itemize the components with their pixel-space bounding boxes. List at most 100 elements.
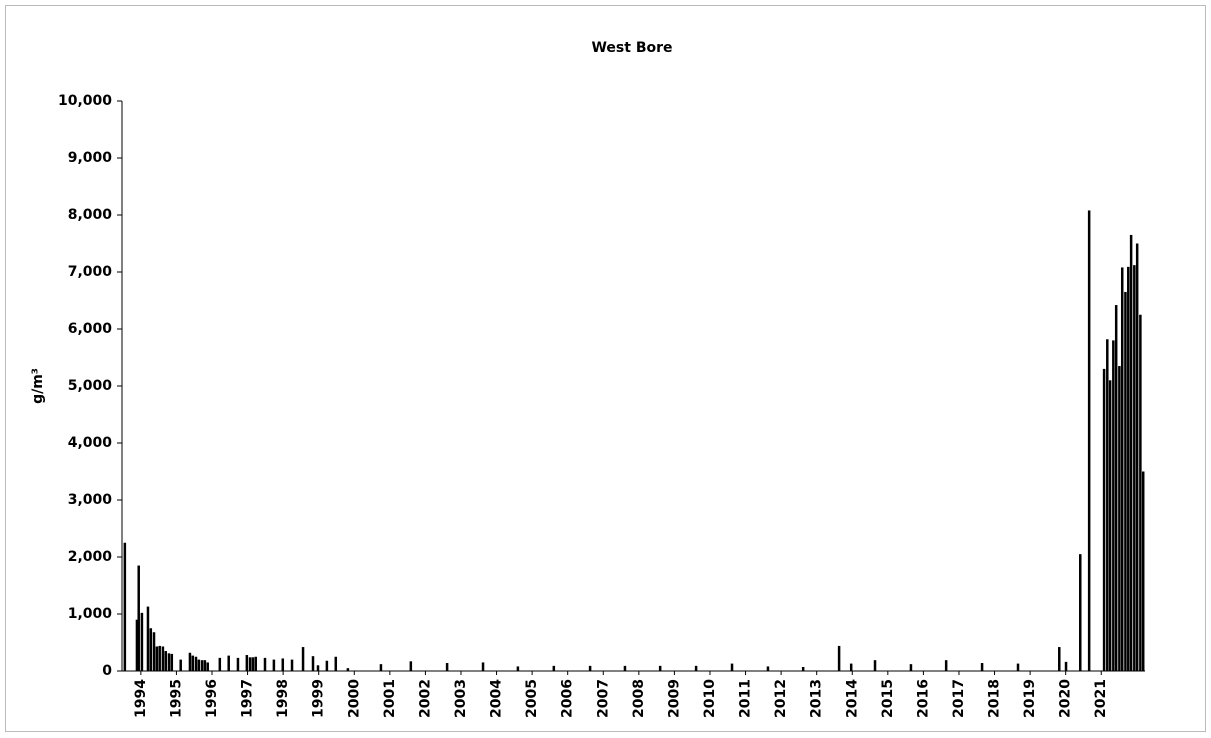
y-tick-label: 9,000 xyxy=(68,150,113,166)
x-tick-label: 2006 xyxy=(560,679,576,718)
x-tick-label: 2013 xyxy=(809,679,825,718)
x-tick-label: 2011 xyxy=(738,679,754,718)
x-tick-label: 2009 xyxy=(666,679,682,718)
chart-frame xyxy=(5,5,1206,732)
bar xyxy=(849,663,853,671)
x-tick-label: 1996 xyxy=(204,679,220,718)
bar xyxy=(1106,339,1109,671)
x-tick-label: 2001 xyxy=(382,679,398,718)
x-tick-label: 1999 xyxy=(311,679,327,718)
y-tick-label: 7,000 xyxy=(68,264,113,280)
x-tick-label: 2012 xyxy=(773,679,789,718)
bar xyxy=(188,652,192,671)
x-tick-label: 2010 xyxy=(702,679,718,718)
bar xyxy=(1102,368,1106,671)
bar xyxy=(206,662,209,671)
bar xyxy=(1087,210,1091,671)
bar xyxy=(1079,554,1082,671)
x-tick-label: 2017 xyxy=(951,679,967,718)
bar xyxy=(801,667,805,671)
x-tick-label: 2003 xyxy=(453,679,469,718)
bar xyxy=(158,645,161,671)
x-tick-label: 2015 xyxy=(880,679,896,718)
x-tick-label: 1998 xyxy=(275,679,291,718)
bar xyxy=(837,645,841,671)
bar xyxy=(1127,266,1130,671)
y-tick-label: 3,000 xyxy=(68,492,113,508)
bar xyxy=(191,655,195,671)
bar xyxy=(152,632,156,671)
bar xyxy=(227,655,230,671)
bar xyxy=(334,656,338,671)
bar xyxy=(944,660,948,671)
y-tick-label: 6,000 xyxy=(68,321,113,337)
bar xyxy=(140,612,144,671)
bar xyxy=(135,619,139,671)
bar xyxy=(1112,340,1115,671)
x-tick-label: 1997 xyxy=(240,679,256,718)
bar xyxy=(1135,243,1139,671)
bar xyxy=(316,665,320,671)
bar xyxy=(311,656,315,671)
bar xyxy=(203,660,207,671)
chart-title: West Bore xyxy=(591,40,672,56)
x-tick-label: 2018 xyxy=(987,679,1003,718)
x-tick-label: 1995 xyxy=(168,679,184,718)
y-tick-label: 0 xyxy=(102,663,112,679)
bar xyxy=(263,657,267,671)
y-tick-label: 10,000 xyxy=(58,93,112,109)
bar xyxy=(980,663,984,671)
bar xyxy=(730,663,734,671)
bar xyxy=(251,657,255,671)
x-tick-label: 2020 xyxy=(1058,679,1074,718)
bar xyxy=(409,661,413,671)
bar xyxy=(164,651,168,671)
bar xyxy=(909,664,913,671)
x-tick-label: 2016 xyxy=(915,679,931,718)
bar xyxy=(170,653,174,671)
x-tick-label: 2021 xyxy=(1093,679,1109,718)
x-tick-label: 2005 xyxy=(524,679,540,718)
bar xyxy=(1129,234,1133,671)
bar xyxy=(1016,663,1020,671)
bar xyxy=(1114,305,1118,671)
bar xyxy=(149,628,153,671)
bar xyxy=(281,658,285,671)
bar xyxy=(552,665,556,671)
bar xyxy=(161,646,165,671)
bar xyxy=(694,665,698,671)
bar xyxy=(1139,314,1142,671)
bar xyxy=(873,660,877,671)
bar xyxy=(588,665,592,671)
bar xyxy=(1058,647,1061,671)
bar xyxy=(1118,366,1121,671)
bar xyxy=(1133,265,1136,671)
bar xyxy=(1141,471,1145,671)
bar xyxy=(623,665,627,671)
x-tick-label: 2008 xyxy=(631,679,647,718)
bar xyxy=(1120,267,1124,671)
bar xyxy=(516,666,520,671)
bar xyxy=(137,565,140,671)
bar xyxy=(218,657,222,671)
bar xyxy=(290,659,294,671)
x-tick-label: 2007 xyxy=(595,679,611,718)
bar xyxy=(254,656,257,671)
x-tick-label: 2014 xyxy=(844,679,860,718)
bar xyxy=(1108,380,1112,671)
x-tick-label: 2002 xyxy=(417,679,433,718)
bar xyxy=(658,665,662,671)
bar xyxy=(1064,661,1068,671)
x-tick-label: 2019 xyxy=(1022,679,1038,718)
y-tick-label: 5,000 xyxy=(68,378,113,394)
y-axis-label: g/m³ xyxy=(30,368,46,404)
bar xyxy=(167,653,171,671)
x-tick-label: 2000 xyxy=(346,679,362,718)
bar xyxy=(481,662,485,671)
bar xyxy=(1124,291,1127,671)
bar xyxy=(146,606,150,671)
bar xyxy=(766,666,770,671)
bar xyxy=(346,668,350,671)
y-tick-label: 2,000 xyxy=(68,549,113,565)
